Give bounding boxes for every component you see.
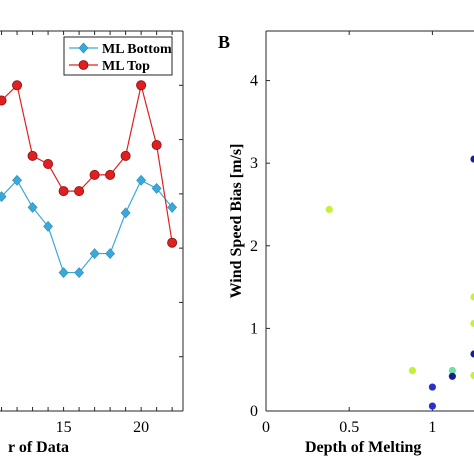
scatter-point [428, 402, 436, 410]
panel-b-x-tick-label: 0.5 [339, 419, 359, 436]
legend: ML Bottom ML Top [63, 36, 173, 76]
data-point-ml-top [27, 150, 38, 161]
panel-b-y-tick-label: 0 [250, 403, 258, 420]
legend-marker-ml-bottom [78, 42, 89, 54]
scatter-point [428, 383, 436, 391]
panel-b-x-axis-label: Depth of Melting [305, 439, 421, 456]
data-point-ml-top [151, 139, 162, 150]
scatter-point [448, 372, 456, 380]
data-point-ml-bottom [0, 191, 7, 203]
data-point-ml-top [167, 237, 178, 248]
panel-b-label: B [218, 32, 230, 52]
scatter-point [448, 366, 456, 375]
data-point-ml-top [105, 169, 116, 180]
panel-b-y-tick-label: 3 [250, 155, 258, 172]
data-point-ml-top [74, 186, 85, 197]
data-point-ml-bottom [167, 201, 178, 213]
legend-marker-ml-top [78, 60, 89, 70]
data-point-ml-bottom [151, 182, 162, 194]
scatter-point [470, 350, 474, 358]
panel-a-chart: 15 20 r of Data ML Bottom ML Top [0, 30, 184, 456]
data-point-ml-top [120, 150, 131, 161]
data-point-ml-top [89, 169, 100, 180]
data-point-ml-bottom [74, 267, 84, 279]
panel-a-x-axis-label: r of Data [8, 439, 69, 456]
panel-b-x-tick-label: 1 [428, 419, 436, 436]
data-point-ml-top [43, 158, 54, 169]
scatter-point [470, 155, 474, 163]
data-point-ml-bottom [89, 248, 100, 260]
legend-label-ml-bottom: ML Bottom [102, 42, 172, 57]
scatter-point [408, 366, 417, 375]
panel-b-y-tick-label: 4 [250, 73, 258, 90]
panel-b-y-axis-label: Wind Speed Bias [m/s] [228, 144, 245, 299]
series-line-ml-bottom [0, 179, 173, 274]
panel-b-chart: B 0 0.5 1 0 1 2 3 4 Wind Speed Bias [m/s] Depth… [218, 30, 474, 456]
scatter-point [470, 371, 474, 380]
panel-a-x-tick-label: 15 [56, 419, 72, 436]
panel-b-y-tick-label: 1 [250, 320, 258, 337]
legend-label-ml-top: ML Top [102, 59, 150, 74]
scatter-point [325, 205, 333, 214]
data-point-ml-top [0, 95, 7, 106]
data-point-ml-bottom [27, 201, 38, 213]
scatter-point [470, 319, 474, 328]
data-point-ml-bottom [120, 207, 131, 219]
data-point-ml-top [58, 186, 69, 197]
series-line-ml-top [0, 84, 173, 243]
panel-a-x-tick-label: 20 [133, 419, 149, 436]
data-point-ml-top [136, 80, 147, 91]
data-point-ml-bottom [136, 174, 147, 186]
panel-b-y-tick-label: 2 [250, 238, 258, 255]
data-point-ml-bottom [58, 267, 69, 279]
data-point-ml-bottom [43, 220, 53, 232]
panel-b-x-tick-label: 0 [262, 419, 270, 436]
data-point-ml-bottom [12, 174, 22, 186]
data-point-ml-top [12, 80, 23, 91]
data-point-ml-bottom [105, 248, 116, 260]
scatter-point [470, 293, 474, 301]
